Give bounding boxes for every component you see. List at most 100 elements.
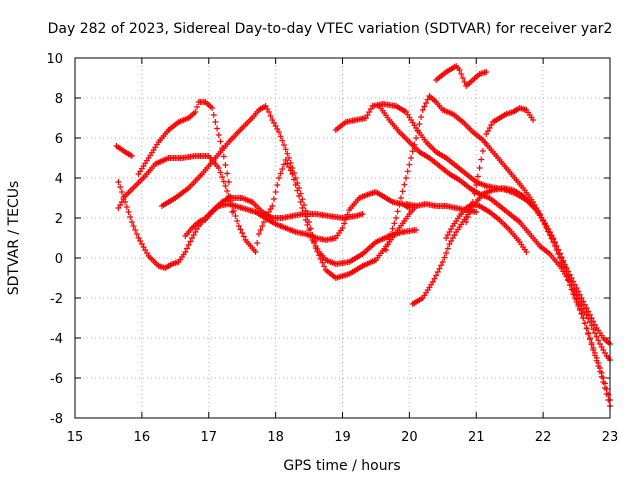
data-point xyxy=(575,288,582,295)
data-point xyxy=(272,189,279,195)
data-point xyxy=(550,235,557,241)
data-point xyxy=(576,305,583,312)
y-tick-label: 0 xyxy=(55,252,63,267)
series-track-5 xyxy=(182,189,413,243)
data-point xyxy=(581,301,588,308)
data-point xyxy=(306,219,313,225)
data-point xyxy=(456,67,463,73)
data-point xyxy=(301,202,308,208)
data-point xyxy=(578,310,585,317)
data-point xyxy=(321,263,328,270)
data-point xyxy=(598,373,605,380)
data-point xyxy=(568,282,575,289)
data-point xyxy=(342,216,349,222)
data-point xyxy=(222,183,229,189)
data-point xyxy=(404,168,411,175)
data-point xyxy=(573,285,580,291)
data-point xyxy=(585,331,592,337)
data-point xyxy=(530,117,537,123)
x-tick-label: 20 xyxy=(401,430,418,445)
data-point xyxy=(275,175,282,181)
data-point xyxy=(274,182,281,188)
data-point xyxy=(304,213,311,220)
data-point xyxy=(296,185,303,191)
data-point xyxy=(277,170,284,177)
data-point xyxy=(588,322,595,329)
data-point xyxy=(459,75,466,81)
data-point xyxy=(291,170,298,176)
data-point xyxy=(389,225,396,232)
data-point xyxy=(132,227,139,233)
data-point xyxy=(586,319,593,325)
data-point xyxy=(220,153,227,160)
data-point xyxy=(556,251,563,257)
series-track-12 xyxy=(433,63,490,89)
data-point xyxy=(220,178,227,185)
data-point xyxy=(566,277,573,284)
data-point xyxy=(591,321,598,328)
data-point xyxy=(224,170,231,177)
data-point xyxy=(575,301,582,307)
data-point xyxy=(259,223,266,229)
data-point xyxy=(581,320,588,327)
data-point xyxy=(464,214,471,220)
data-point xyxy=(284,150,291,157)
data-point xyxy=(386,236,393,243)
data-point xyxy=(344,211,351,218)
data-point xyxy=(421,103,428,110)
data-point xyxy=(413,135,420,141)
data-point xyxy=(275,129,282,135)
chart-title: Day 282 of 2023, Sidereal Day-to-day VTE… xyxy=(48,21,613,37)
series-track-4 xyxy=(158,103,420,281)
data-point xyxy=(561,263,568,270)
data-point xyxy=(434,269,441,275)
data-point xyxy=(292,175,299,181)
data-point xyxy=(586,311,593,318)
data-point xyxy=(307,225,314,232)
data-point xyxy=(551,239,558,245)
data-point xyxy=(583,305,590,311)
data-point xyxy=(473,182,480,188)
data-point xyxy=(287,160,294,166)
data-point xyxy=(257,227,264,233)
data-point xyxy=(436,265,443,272)
data-point xyxy=(588,315,595,321)
data-point xyxy=(240,233,247,240)
data-point xyxy=(473,209,480,215)
data-point xyxy=(593,333,600,340)
data-point xyxy=(595,363,602,369)
data-point xyxy=(182,249,189,255)
data-point xyxy=(601,385,608,391)
data-point xyxy=(443,250,450,256)
data-point xyxy=(585,315,592,322)
data-point xyxy=(184,245,191,252)
data-point xyxy=(476,165,483,171)
data-point xyxy=(314,248,321,255)
data-point xyxy=(429,279,436,285)
data-point xyxy=(341,220,348,227)
data-points xyxy=(113,63,613,409)
data-point xyxy=(583,325,590,332)
data-point xyxy=(384,241,391,248)
data-point xyxy=(591,330,598,336)
series-track-14 xyxy=(403,201,480,215)
y-tick-label: 10 xyxy=(46,52,63,67)
data-point xyxy=(359,211,366,217)
data-point xyxy=(431,275,438,282)
data-point xyxy=(214,125,221,132)
data-point xyxy=(588,341,595,348)
y-tick-label: -6 xyxy=(50,372,63,387)
data-point xyxy=(441,254,448,261)
data-point xyxy=(581,309,588,315)
data-point xyxy=(393,215,399,221)
data-point xyxy=(130,223,137,229)
data-point xyxy=(128,219,135,225)
data-point xyxy=(280,161,287,168)
y-tick-label: -8 xyxy=(50,412,63,427)
data-point xyxy=(387,231,394,237)
data-point xyxy=(565,273,572,279)
data-point xyxy=(229,209,236,215)
data-point xyxy=(282,146,289,153)
data-point xyxy=(409,148,416,155)
x-axis-label: GPS time / hours xyxy=(283,458,400,474)
